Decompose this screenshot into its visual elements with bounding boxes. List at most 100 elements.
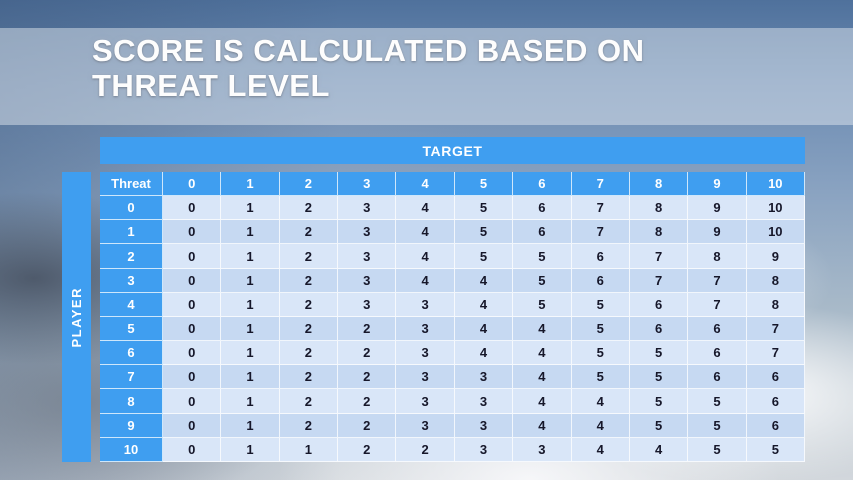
score-cell: 6	[688, 316, 747, 342]
score-cell: 3	[454, 437, 514, 462]
score-cell: 7	[571, 196, 630, 221]
score-cell: 5	[454, 196, 514, 221]
score-cell: 5	[513, 268, 572, 293]
score-cell: 2	[338, 365, 397, 390]
score-cell: 3	[454, 365, 514, 390]
score-cell: 8	[629, 196, 689, 221]
score-cell: 3	[338, 268, 397, 293]
score-cell: 4	[513, 316, 572, 342]
score-cell: 4	[513, 413, 572, 438]
column-header-cell: 9	[688, 172, 747, 197]
row-header-cell: 6	[100, 341, 163, 366]
score-cell: 7	[688, 268, 747, 293]
score-cell: 2	[338, 389, 397, 414]
column-header-cell: 6	[513, 172, 572, 197]
score-table: Threat 0 1 2 3 4 5 6 7 8 9 10 0 0 1 2 3 4 5 6 7 8 9 10 1 0 1 2 3 4 5 6 7…	[100, 172, 805, 462]
score-cell: 7	[571, 220, 630, 245]
score-cell: 0	[163, 365, 222, 390]
row-header-cell: 10	[100, 437, 163, 462]
score-cell: 0	[163, 244, 222, 269]
score-cell: 3	[338, 196, 397, 221]
score-cell: 1	[221, 292, 280, 317]
column-header-cell: 7	[571, 172, 630, 197]
score-cell: 6	[746, 365, 805, 390]
score-cell: 1	[279, 437, 339, 462]
score-cell: 5	[571, 292, 630, 317]
score-cell: 4	[454, 316, 514, 342]
score-cell: 5	[629, 413, 689, 438]
score-cell: 5	[513, 292, 572, 317]
score-cell: 4	[396, 244, 455, 269]
score-cell: 5	[571, 341, 630, 366]
score-cell: 5	[454, 244, 514, 269]
score-cell: 2	[279, 341, 339, 366]
row-header-cell: 3	[100, 268, 163, 293]
row-header-cell: 0	[100, 196, 163, 221]
score-cell: 4	[454, 292, 514, 317]
score-cell: 1	[221, 268, 280, 293]
score-cell: 2	[338, 437, 397, 462]
score-cell: 3	[396, 341, 455, 366]
score-cell: 2	[338, 341, 397, 366]
score-cell: 3	[396, 413, 455, 438]
row-header-cell: 2	[100, 244, 163, 269]
row-header-cell: 1	[100, 220, 163, 245]
score-cell: 6	[513, 220, 572, 245]
score-cell: 4	[571, 413, 630, 438]
score-cell: 1	[221, 365, 280, 390]
score-cell: 1	[221, 437, 280, 462]
score-cell: 0	[163, 196, 222, 221]
score-cell: 2	[279, 292, 339, 317]
score-cell: 3	[396, 389, 455, 414]
score-cell: 8	[629, 220, 689, 245]
score-cell: 5	[513, 244, 572, 269]
score-cell: 2	[279, 196, 339, 221]
slide-title-line1: SCORE IS CALCULATED BASED ON	[92, 33, 645, 68]
score-cell: 3	[513, 437, 572, 462]
score-cell: 0	[163, 437, 222, 462]
score-cell: 3	[396, 292, 455, 317]
score-cell: 8	[746, 268, 805, 293]
score-cell: 5	[454, 220, 514, 245]
slide-title-line2: THREAT LEVEL	[92, 68, 330, 104]
score-cell: 4	[513, 341, 572, 366]
score-cell: 2	[279, 413, 339, 438]
column-header-cell: 4	[396, 172, 455, 197]
score-cell: 3	[454, 389, 514, 414]
score-cell: 0	[163, 316, 222, 342]
score-cell: 6	[688, 341, 747, 366]
row-header-cell: 7	[100, 365, 163, 390]
score-cell: 4	[513, 365, 572, 390]
column-header-cell: 2	[279, 172, 339, 197]
score-cell: 1	[221, 244, 280, 269]
score-cell: 4	[629, 437, 689, 462]
score-cell: 3	[338, 244, 397, 269]
score-cell: 1	[221, 196, 280, 221]
score-cell: 4	[454, 268, 514, 293]
score-cell: 0	[163, 389, 222, 414]
column-header-cell: 5	[454, 172, 514, 197]
score-cell: 4	[396, 196, 455, 221]
score-cell: 5	[629, 389, 689, 414]
score-cell: 5	[746, 437, 805, 462]
score-cell: 5	[629, 365, 689, 390]
score-cell: 7	[629, 268, 689, 293]
score-cell: 7	[629, 244, 689, 269]
score-cell: 5	[688, 389, 747, 414]
score-cell: 2	[279, 389, 339, 414]
column-header-cell: 8	[629, 172, 689, 197]
slide-title: SCORE IS CALCULATED BASED ON THREAT LEVE…	[92, 33, 792, 104]
score-cell: 10	[746, 220, 805, 245]
score-cell: 6	[746, 389, 805, 414]
target-label: TARGET	[422, 142, 483, 159]
column-header-cell: 1	[221, 172, 280, 197]
score-cell: 7	[688, 292, 747, 317]
score-cell: 2	[279, 268, 339, 293]
title-band	[0, 28, 853, 125]
threat-corner-cell: Threat	[100, 172, 163, 197]
column-header-cell: 10	[746, 172, 805, 197]
row-header-cell: 5	[100, 316, 163, 342]
score-cell: 6	[571, 244, 630, 269]
row-header-cell: 4	[100, 292, 163, 317]
score-cell: 2	[279, 316, 339, 342]
